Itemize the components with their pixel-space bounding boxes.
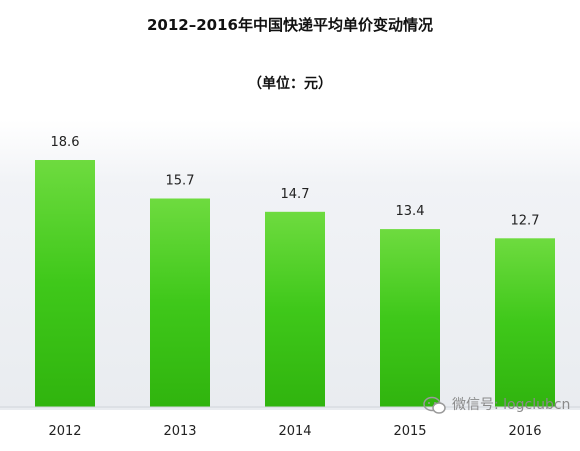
- x-tick-labels-group: 2012 2013 2014 2015 2016: [48, 424, 541, 439]
- x-tick-2016: 2016: [508, 424, 541, 439]
- bar-2015: [380, 229, 440, 407]
- value-label-2015: 13.4: [396, 204, 425, 219]
- bar-2014: [265, 211, 325, 407]
- chart-title: 2012–2016年中国快递平均单价变动情况: [147, 16, 433, 34]
- bar-2016: [495, 238, 555, 407]
- value-label-2013: 15.7: [166, 174, 195, 189]
- bars-group: [35, 160, 555, 407]
- watermark-text: 微信号: logclubcn: [452, 397, 570, 413]
- watermark: 微信号: logclubcn: [423, 396, 570, 414]
- x-tick-2015: 2015: [393, 424, 426, 439]
- wechat-icon: [423, 396, 446, 414]
- value-labels-group: 18.6 15.7 14.7 13.4 12.7: [51, 135, 540, 228]
- value-label-2012: 18.6: [51, 135, 80, 150]
- bar-2013: [150, 198, 210, 407]
- x-tick-2014: 2014: [278, 424, 311, 439]
- value-label-2014: 14.7: [281, 187, 310, 202]
- bar-2012: [35, 160, 95, 407]
- chart-subtitle: （单位：元）: [248, 75, 332, 92]
- value-label-2016: 12.7: [511, 213, 540, 228]
- x-tick-2013: 2013: [163, 424, 196, 439]
- x-tick-2012: 2012: [48, 424, 81, 439]
